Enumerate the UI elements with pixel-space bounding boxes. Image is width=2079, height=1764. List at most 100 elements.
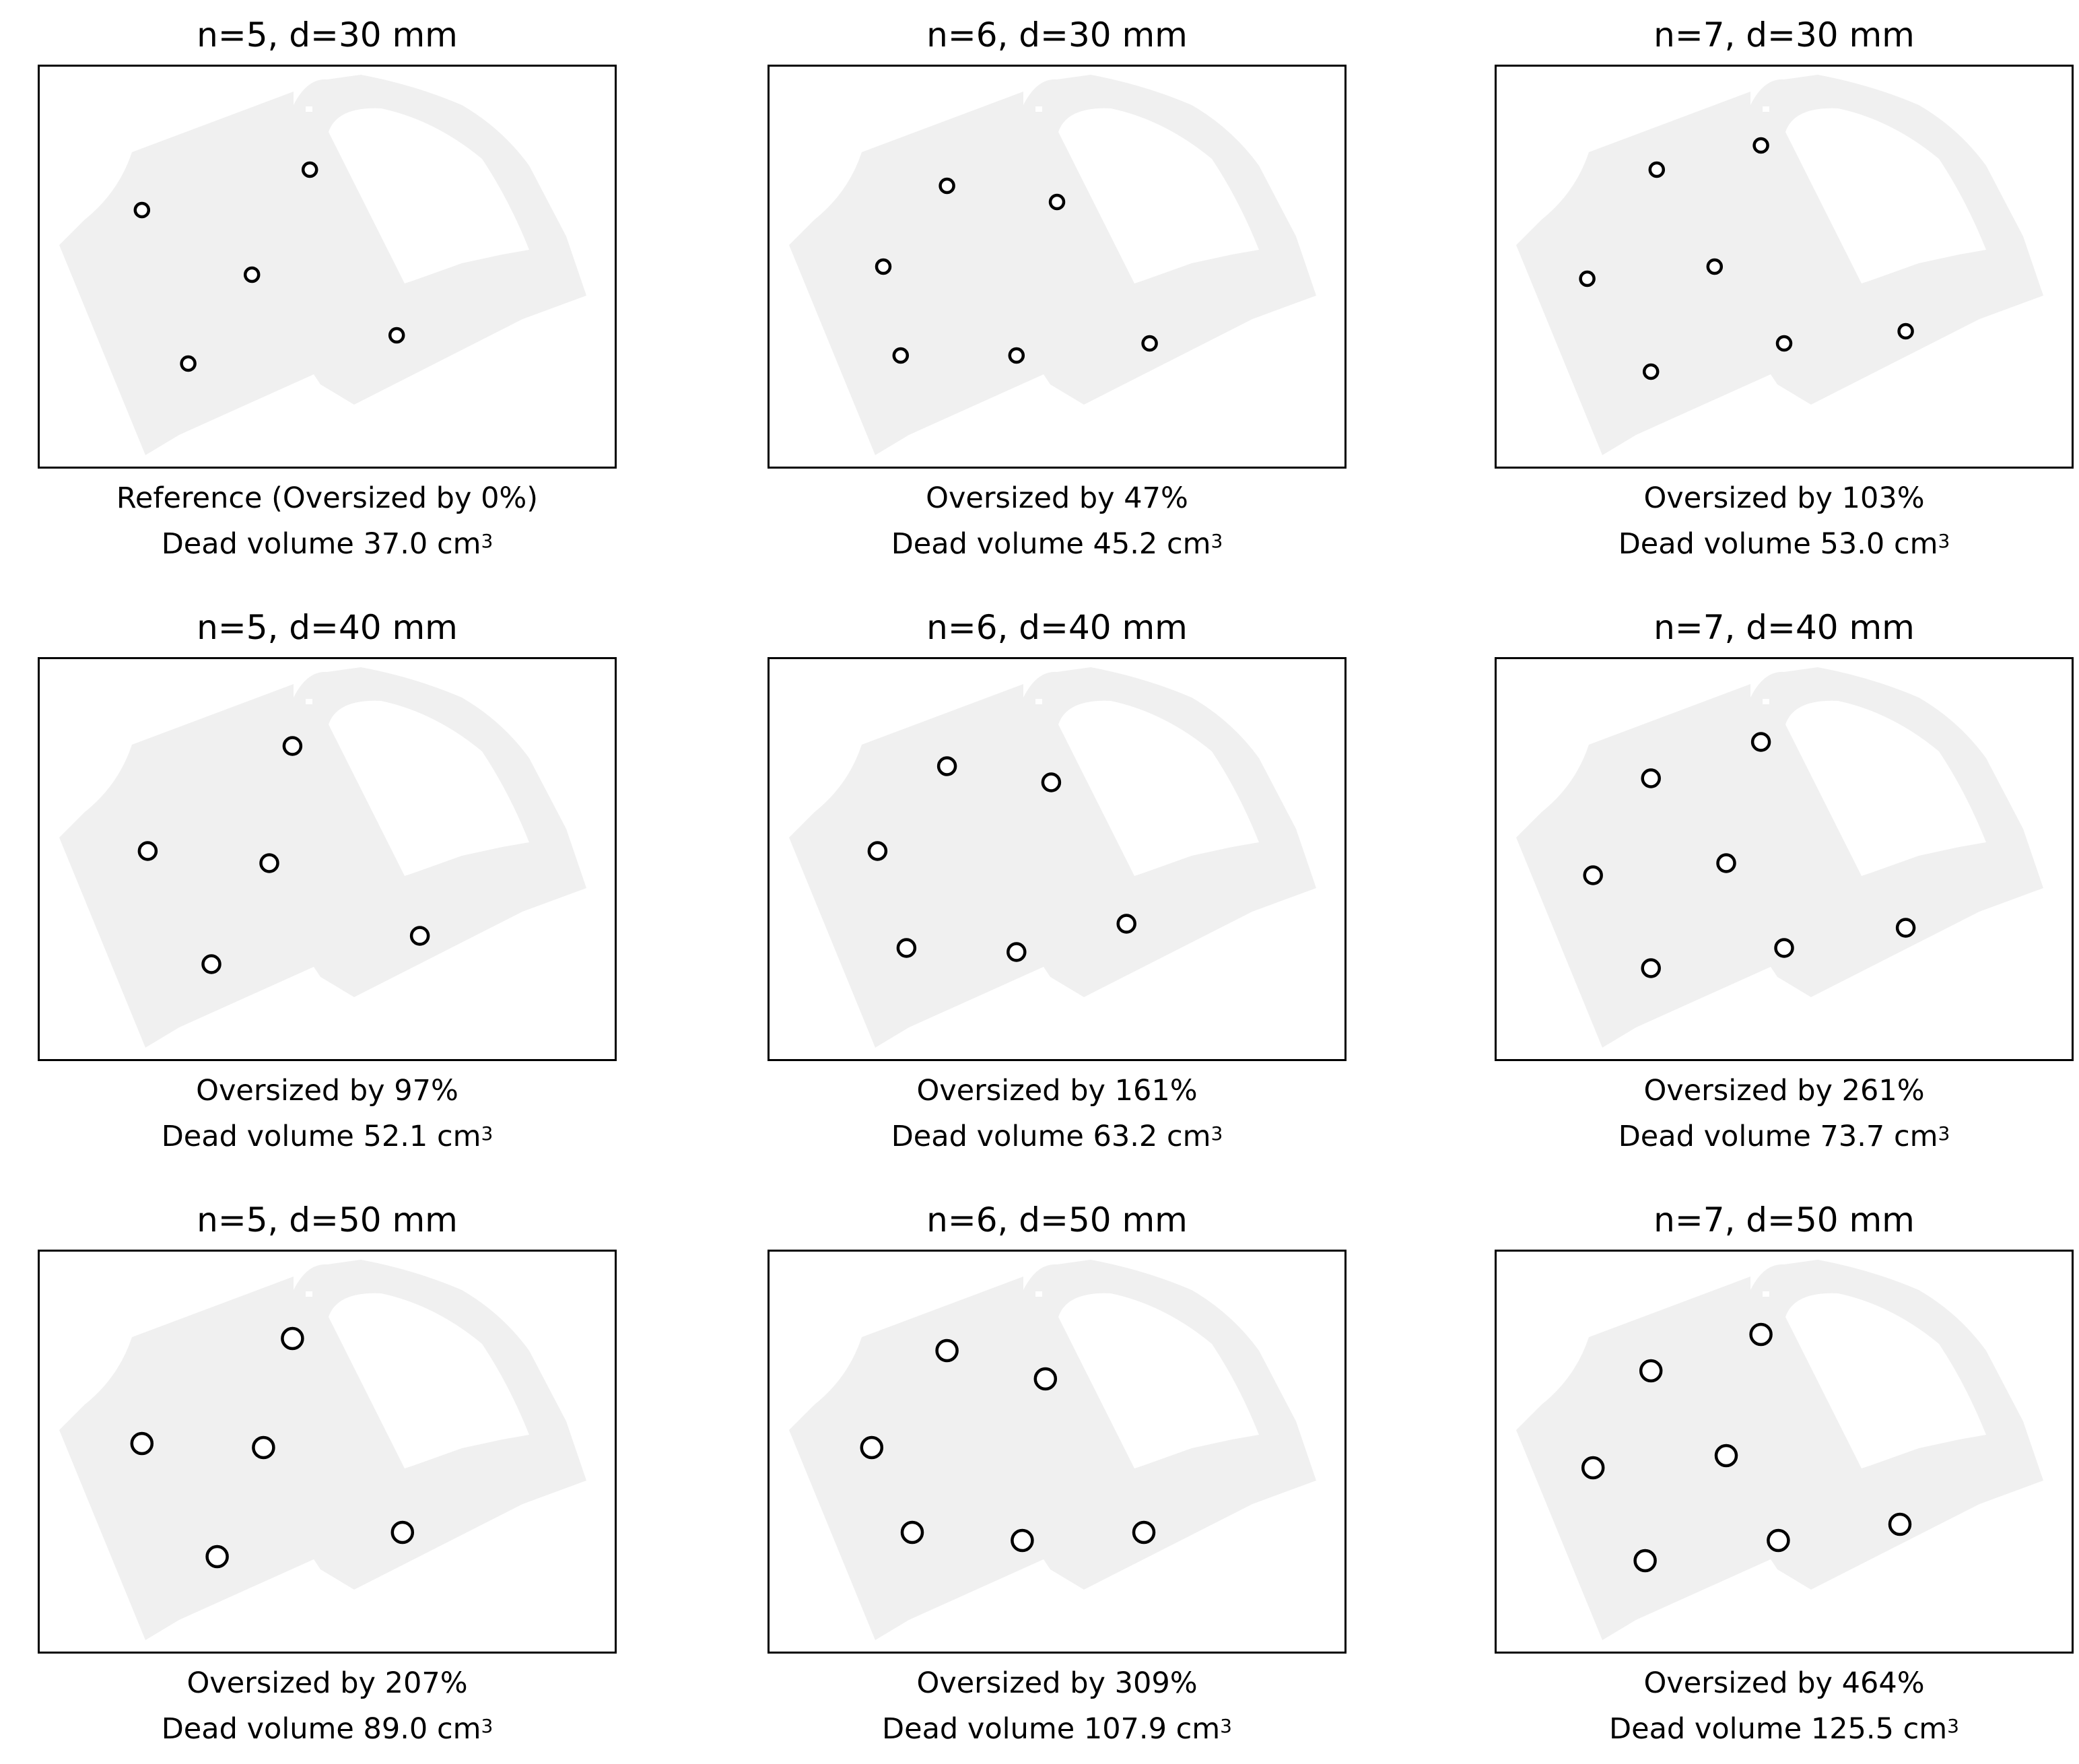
hole-marker	[243, 266, 261, 283]
hole-marker	[1750, 732, 1771, 752]
dead-volume-caption: Dead volume 53.0 cm3	[1495, 525, 2074, 563]
dead-volume-text: Dead volume 52.1 cm	[161, 1120, 481, 1153]
panel-title: n=5, d=30 mm	[197, 15, 458, 55]
panel-cell: n=5, d=40 mm Oversized by 97% Dead volume …	[38, 592, 711, 1172]
hole-marker	[936, 756, 957, 776]
dead-volume-text: Dead volume 63.2 cm	[891, 1120, 1211, 1153]
hole-layout-plot	[768, 657, 1347, 1061]
unit-exponent: 3	[1211, 530, 1223, 552]
dead-volume-caption: Dead volume 63.2 cm3	[768, 1118, 1347, 1155]
hole-marker	[1774, 938, 1794, 958]
panel-cell: n=7, d=30 mm Oversized by 103% Dead volume…	[1495, 0, 2079, 579]
unit-exponent: 3	[481, 530, 493, 552]
panel-title: n=5, d=40 mm	[197, 608, 458, 647]
hole-marker	[1752, 137, 1769, 154]
hole-marker	[896, 938, 917, 958]
hole-marker	[1775, 335, 1793, 352]
hole-marker	[1041, 772, 1062, 792]
panel-frame	[768, 65, 1347, 469]
panel-title: n=6, d=40 mm	[926, 608, 1188, 647]
panel-frame	[38, 657, 617, 1061]
panel-cell: n=7, d=50 mm Oversized by 464% Dead volume…	[1495, 1185, 2079, 1764]
hole-marker	[180, 355, 197, 372]
oversize-caption: Oversized by 207%	[186, 1666, 468, 1700]
oversize-caption: Oversized by 261%	[1643, 1074, 1925, 1108]
hole-marker	[1648, 161, 1666, 178]
hole-layout-plot	[38, 65, 617, 469]
hole-marker	[1011, 1528, 1034, 1553]
dead-volume-text: Dead volume 89.0 cm	[161, 1712, 481, 1746]
hole-marker	[1749, 1322, 1773, 1347]
panel-cell: n=7, d=40 mm Oversized by 261% Dead volume…	[1495, 592, 2079, 1172]
hole-marker	[1639, 1359, 1663, 1383]
hole-marker	[1141, 335, 1158, 352]
hole-layout-plot	[38, 1250, 617, 1654]
panel-title: n=7, d=40 mm	[1654, 608, 1915, 647]
panel-cell: n=5, d=50 mm Oversized by 207% Dead volume…	[38, 1185, 711, 1764]
panel-title: n=7, d=30 mm	[1654, 15, 1915, 55]
dead-volume-caption: Dead volume 73.7 cm3	[1495, 1118, 2074, 1155]
panel-frame	[768, 657, 1347, 1061]
hole-marker	[133, 201, 151, 219]
oversize-caption: Oversized by 161%	[916, 1074, 1198, 1108]
panel-cell: n=6, d=50 mm Oversized by 309% Dead volume…	[768, 1185, 1441, 1764]
part-silhouette	[1516, 75, 2043, 455]
panel-frame	[38, 1250, 617, 1654]
hole-marker	[1116, 914, 1136, 934]
part-notch	[1763, 1291, 1769, 1297]
hole-marker	[935, 1338, 959, 1363]
part-notch	[1035, 106, 1042, 112]
dead-volume-text: Dead volume 107.9 cm	[882, 1712, 1221, 1746]
hole-marker	[860, 1435, 884, 1460]
hole-marker	[1633, 1549, 1657, 1573]
part-notch	[1035, 1291, 1042, 1297]
unit-exponent: 3	[481, 1715, 493, 1737]
panel-title: n=6, d=50 mm	[926, 1200, 1188, 1240]
hole-layout-plot	[38, 657, 617, 1061]
part-silhouette	[789, 75, 1316, 455]
hole-marker	[409, 926, 430, 946]
dead-volume-text: Dead volume 53.0 cm	[1618, 527, 1938, 561]
hole-marker	[1007, 942, 1027, 962]
hole-marker	[1642, 363, 1660, 380]
panel-frame	[38, 65, 617, 469]
unit-exponent: 3	[1938, 530, 1950, 552]
panel-cell: n=6, d=40 mm Oversized by 161% Dead volume…	[768, 592, 1441, 1172]
oversize-caption: Oversized by 309%	[916, 1666, 1198, 1700]
part-notch	[1763, 106, 1769, 112]
dead-volume-caption: Dead volume 125.5 cm3	[1495, 1710, 2074, 1748]
hole-marker	[252, 1435, 275, 1460]
hole-layout-plot	[1495, 1250, 2074, 1654]
unit-exponent: 3	[1220, 1715, 1232, 1737]
hole-marker	[1579, 270, 1596, 287]
hole-layout-plot	[1495, 65, 2074, 469]
hole-marker	[1008, 347, 1025, 364]
panel-frame	[1495, 1250, 2074, 1654]
dead-volume-text: Dead volume 37.0 cm	[161, 527, 481, 561]
panel-title: n=7, d=50 mm	[1654, 1200, 1915, 1240]
hole-marker	[1583, 865, 1603, 885]
hole-marker	[301, 161, 318, 178]
part-notch	[1035, 699, 1042, 704]
hole-marker	[1033, 1367, 1058, 1391]
panel-frame	[768, 1250, 1347, 1654]
unit-exponent: 3	[1211, 1122, 1223, 1145]
part-silhouette	[59, 667, 586, 1048]
part-silhouette	[59, 75, 586, 455]
oversize-caption: Oversized by 47%	[926, 481, 1188, 515]
panel-title: n=6, d=30 mm	[926, 15, 1188, 55]
unit-exponent: 3	[1947, 1715, 1959, 1737]
unit-exponent: 3	[1938, 1122, 1950, 1145]
dead-volume-caption: Dead volume 37.0 cm3	[38, 525, 617, 563]
dead-volume-caption: Dead volume 89.0 cm3	[38, 1710, 617, 1748]
hole-marker	[282, 736, 303, 756]
hole-marker	[1641, 958, 1661, 978]
hole-marker	[1897, 323, 1914, 340]
hole-marker	[137, 841, 158, 861]
hole-marker	[1048, 193, 1066, 211]
oversize-caption: Oversized by 103%	[1643, 481, 1925, 515]
dead-volume-text: Dead volume 73.7 cm	[1618, 1120, 1938, 1153]
part-silhouette	[59, 1260, 586, 1640]
oversize-caption: Oversized by 464%	[1643, 1666, 1925, 1700]
